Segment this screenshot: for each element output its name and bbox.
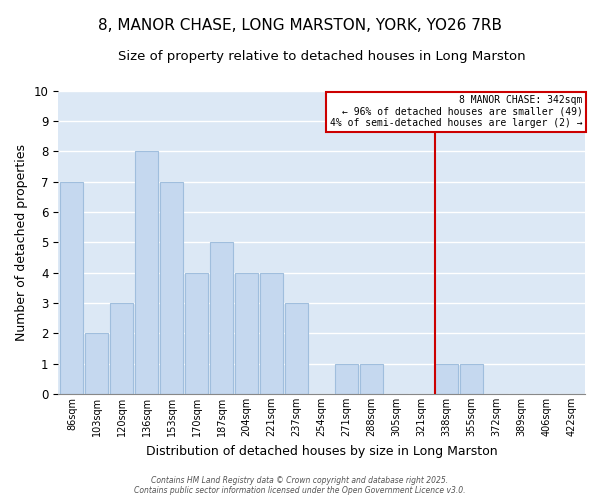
Text: Contains HM Land Registry data © Crown copyright and database right 2025.
Contai: Contains HM Land Registry data © Crown c… [134, 476, 466, 495]
Text: 8, MANOR CHASE, LONG MARSTON, YORK, YO26 7RB: 8, MANOR CHASE, LONG MARSTON, YORK, YO26… [98, 18, 502, 32]
Y-axis label: Number of detached properties: Number of detached properties [15, 144, 28, 341]
Bar [360, 364, 383, 394]
Bar [285, 303, 308, 394]
Bar [110, 303, 133, 394]
Bar [185, 272, 208, 394]
Bar [435, 364, 458, 394]
X-axis label: Distribution of detached houses by size in Long Marston: Distribution of detached houses by size … [146, 444, 497, 458]
Bar [235, 272, 258, 394]
Bar [160, 182, 183, 394]
Bar [335, 364, 358, 394]
Bar [61, 182, 83, 394]
Text: 8 MANOR CHASE: 342sqm
← 96% of detached houses are smaller (49)
4% of semi-detac: 8 MANOR CHASE: 342sqm ← 96% of detached … [330, 95, 583, 128]
Title: Size of property relative to detached houses in Long Marston: Size of property relative to detached ho… [118, 50, 526, 63]
Bar [460, 364, 483, 394]
Bar [136, 151, 158, 394]
Bar [260, 272, 283, 394]
Bar [85, 334, 109, 394]
Bar [210, 242, 233, 394]
